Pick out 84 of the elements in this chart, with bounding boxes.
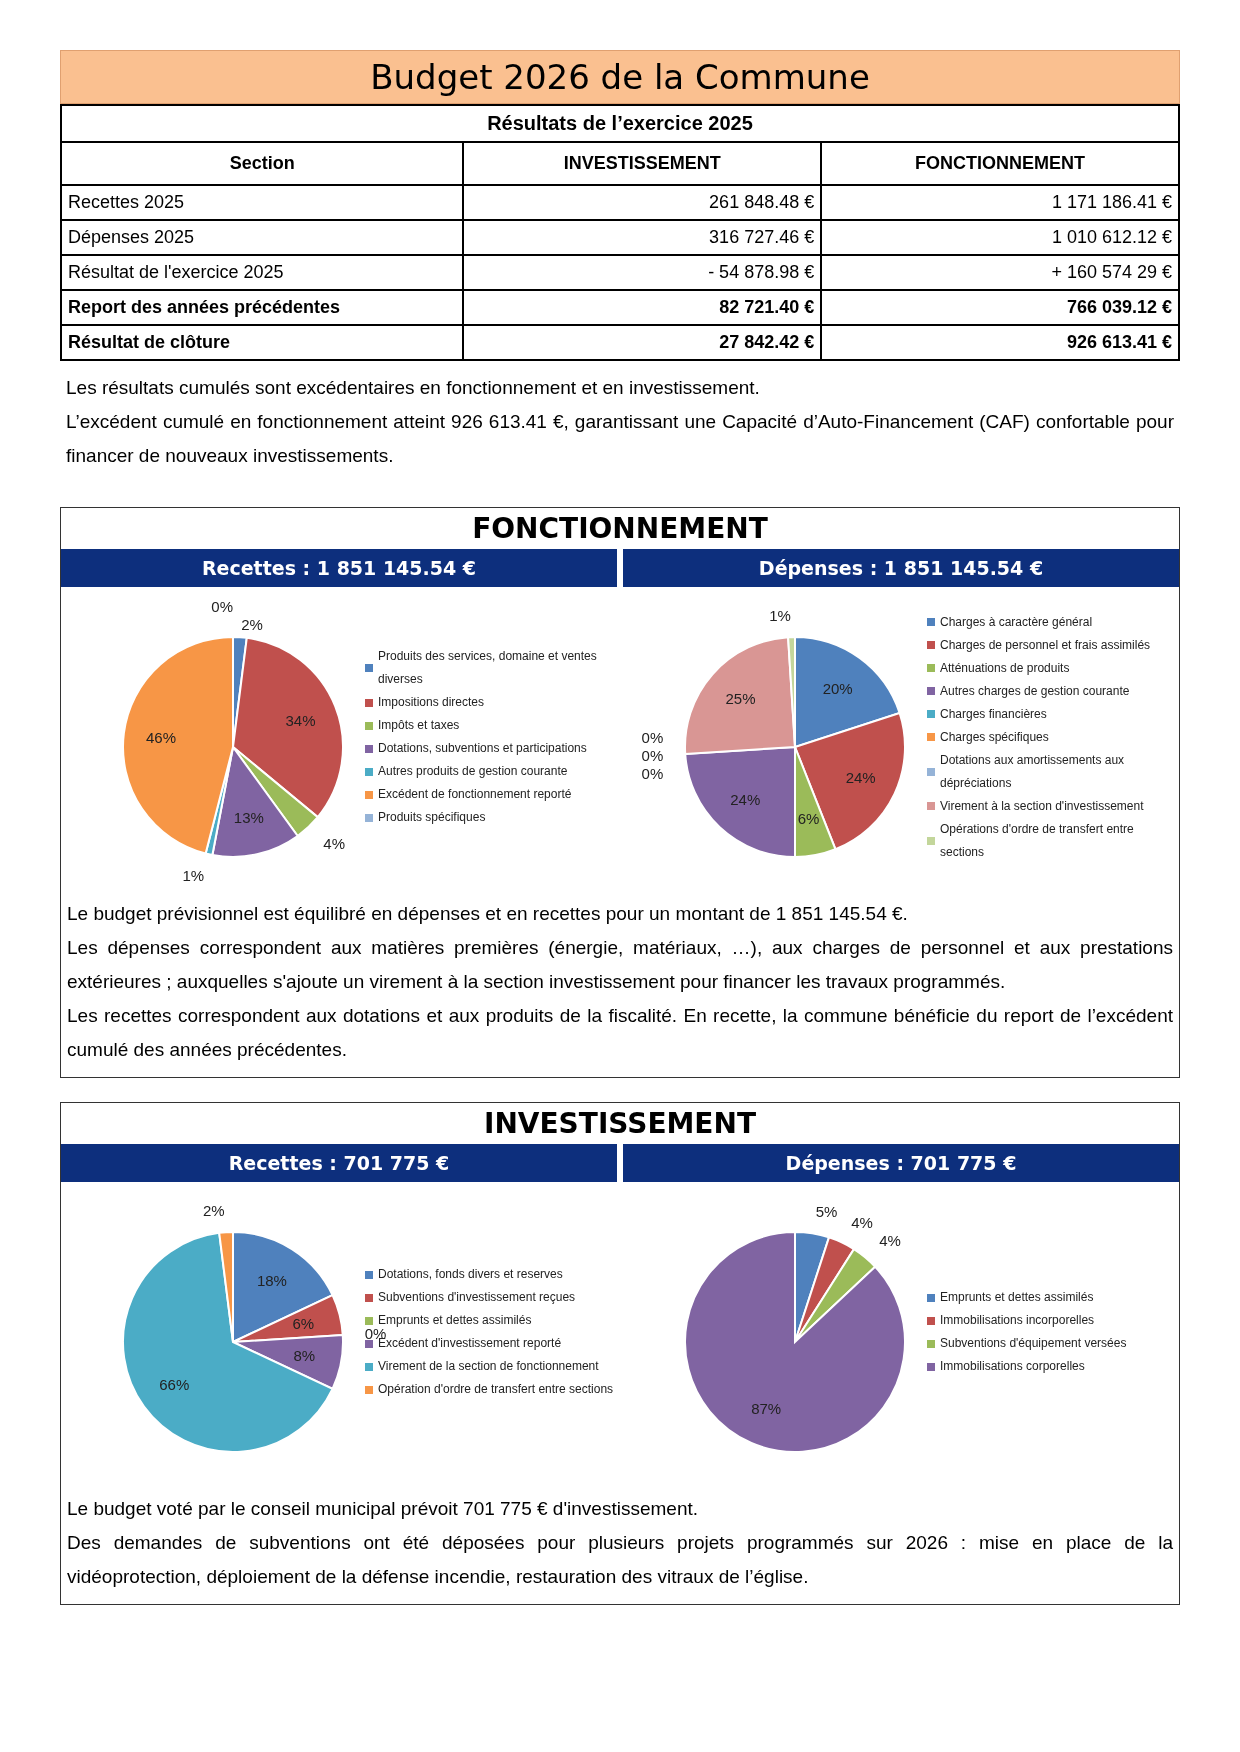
data-label: 4% <box>851 1214 873 1232</box>
data-label: 87% <box>751 1400 782 1418</box>
legend-label: Emprunts et dettes assimilés <box>940 1289 1094 1306</box>
text: Budget 2026 de la Commune <box>60 50 1180 104</box>
chart-title: FONCTIONNEMENT <box>471 511 769 547</box>
category-label: Report des années précédentes <box>68 297 341 317</box>
chart-subtitle: Dépenses : 1 851 145.54 € <box>623 549 1179 587</box>
legend-label: Autres produits de gestion courante <box>378 763 568 780</box>
data-label: 8% <box>293 1347 316 1365</box>
data-label: 34% <box>285 711 316 729</box>
legend-label: Immobilisations corporelles <box>940 1358 1085 1375</box>
data-label: 13% <box>233 809 264 827</box>
data-label: 4% <box>323 834 346 852</box>
text: Les dépenses correspondent aux matières premières (énergie, matériaux, …), aux charges de personnel et aux prestations extérieures ; auxquelles s'ajoute un virement à la section investissement pour financer les travaux programmés. <box>67 936 1173 994</box>
category-label: Section <box>61 142 464 185</box>
data-label: 4% <box>879 1231 901 1249</box>
text: 0% <box>641 746 664 764</box>
legend-label: Opération d'ordre de transfert entre sections <box>378 1381 614 1398</box>
legend-label: Autres charges de gestion courante <box>940 682 1130 700</box>
text: 1 171 186.41 € <box>1051 192 1172 212</box>
chart-subtitle: Recettes : 1 851 145.54 € <box>61 549 617 587</box>
chart-subtitle: Recettes : 701 775 € <box>61 1144 617 1182</box>
legend-label: Charges spécifiques <box>940 728 1049 746</box>
legend-label: Virement à la section d'investissement <box>940 797 1144 815</box>
text: Le budget prévisionnel est équilibré en dépenses et en recettes pour un montant de 1 851 145.54 €. <box>67 902 909 926</box>
legend-label: Emprunts et dettes assimilés <box>378 1312 532 1329</box>
text: Des demandes de subventions ont été déposées pour plusieurs projets programmés sur 2026 : mise en place de la vidéoprotection, déploiement de la défense incendie, restauration des vitraux de l’église. <box>67 1531 1173 1589</box>
text: Le budget voté par le conseil municipal prévoit 701 775 € d'investissement. <box>67 1497 699 1521</box>
text: 316 727.46 € <box>709 227 815 247</box>
data-label: 6% <box>797 809 820 827</box>
legend-label: Subventions d'investissement reçues <box>378 1289 576 1306</box>
legend-label: Dotations aux amortissements aux dépréciations <box>940 751 1126 792</box>
text: 0% <box>641 764 664 782</box>
data-label: 5% <box>815 1203 838 1221</box>
legend-label: Immobilisations incorporelles <box>940 1312 1095 1329</box>
legend-label: Dotations, subventions et participations <box>378 740 587 757</box>
data-label: 2% <box>241 615 263 633</box>
category-label: Recettes 2025 <box>68 192 185 212</box>
legend-label: Atténuations de produits <box>940 659 1070 677</box>
data-label: 6% <box>292 1315 315 1333</box>
text: Les recettes correspondent aux dotations et aux produits de la fiscalité. En recette, la commune bénéficie du report de l’excédent cumulé des années précédentes. <box>67 1004 1173 1062</box>
legend-label: Charges de personnel et frais assimilés <box>940 636 1151 654</box>
legend-label: Charges à caractère général <box>940 613 1093 631</box>
legend-label: Produits spécifiques <box>378 809 486 826</box>
legend-label: Charges financières <box>940 705 1047 723</box>
text: - 54 878.98 € <box>708 262 815 282</box>
category-label: FONCTIONNEMENT <box>821 142 1179 185</box>
text: Résultats de l’exercice 2025 <box>61 105 1179 142</box>
legend-label: Impôts et taxes <box>378 717 460 734</box>
data-label: 1% <box>182 867 205 885</box>
legend-label: Opérations d'ordre de transfert entre sections <box>940 820 1135 861</box>
legend-label: Impositions directes <box>378 694 485 711</box>
data-label: 66% <box>159 1376 190 1394</box>
text: 27 842.42 € <box>719 332 815 352</box>
text: + 160 574 29 € <box>1051 262 1172 282</box>
data-label: 24% <box>730 791 761 809</box>
data-label: 46% <box>145 729 176 747</box>
chart-subtitle: Dépenses : 701 775 € <box>623 1144 1179 1182</box>
text: 766 039.12 € <box>1066 297 1172 317</box>
category-label: Résultat de l'exercice 2025 <box>68 262 284 282</box>
legend-label: Produits des services, domaine et ventes diverses <box>378 648 598 688</box>
category-label: Résultat de clôture <box>68 332 231 352</box>
data-label: 25% <box>725 690 756 708</box>
legend-label: Subventions d'équipement versées <box>940 1335 1127 1352</box>
legend-label: Excédent de fonctionnement reporté <box>378 786 572 803</box>
text: 926 613.41 € <box>1066 332 1172 352</box>
text: L’excédent cumulé en fonctionnement atteint 926 613.41 €, garantissant une Capacité d’Auto-Financement (CAF) confortable pour financer de nouveaux investissements. <box>66 410 1174 468</box>
text: 0% <box>211 597 233 615</box>
text: 1 010 612.12 € <box>1051 227 1172 247</box>
text: Les résultats cumulés sont excédentaires en fonctionnement et en investissement. <box>66 376 761 400</box>
chart-title: INVESTISSEMENT <box>482 1106 758 1142</box>
legend-label: Dotations, fonds divers et reserves <box>378 1266 563 1283</box>
data-label: 20% <box>822 679 853 697</box>
text: 82 721.40 € <box>719 297 815 317</box>
category-label: Dépenses 2025 <box>68 227 195 247</box>
pie-slice <box>684 1231 906 1453</box>
data-label: 1% <box>769 606 791 624</box>
legend-label: Virement de la section de fonctionnement <box>378 1358 599 1375</box>
data-label: 2% <box>203 1201 225 1219</box>
text: 261 848.48 € <box>709 192 815 212</box>
category-label: INVESTISSEMENT <box>463 142 822 185</box>
data-label: 24% <box>845 769 876 787</box>
data-label: 18% <box>256 1272 287 1290</box>
text: 0% <box>641 728 664 746</box>
